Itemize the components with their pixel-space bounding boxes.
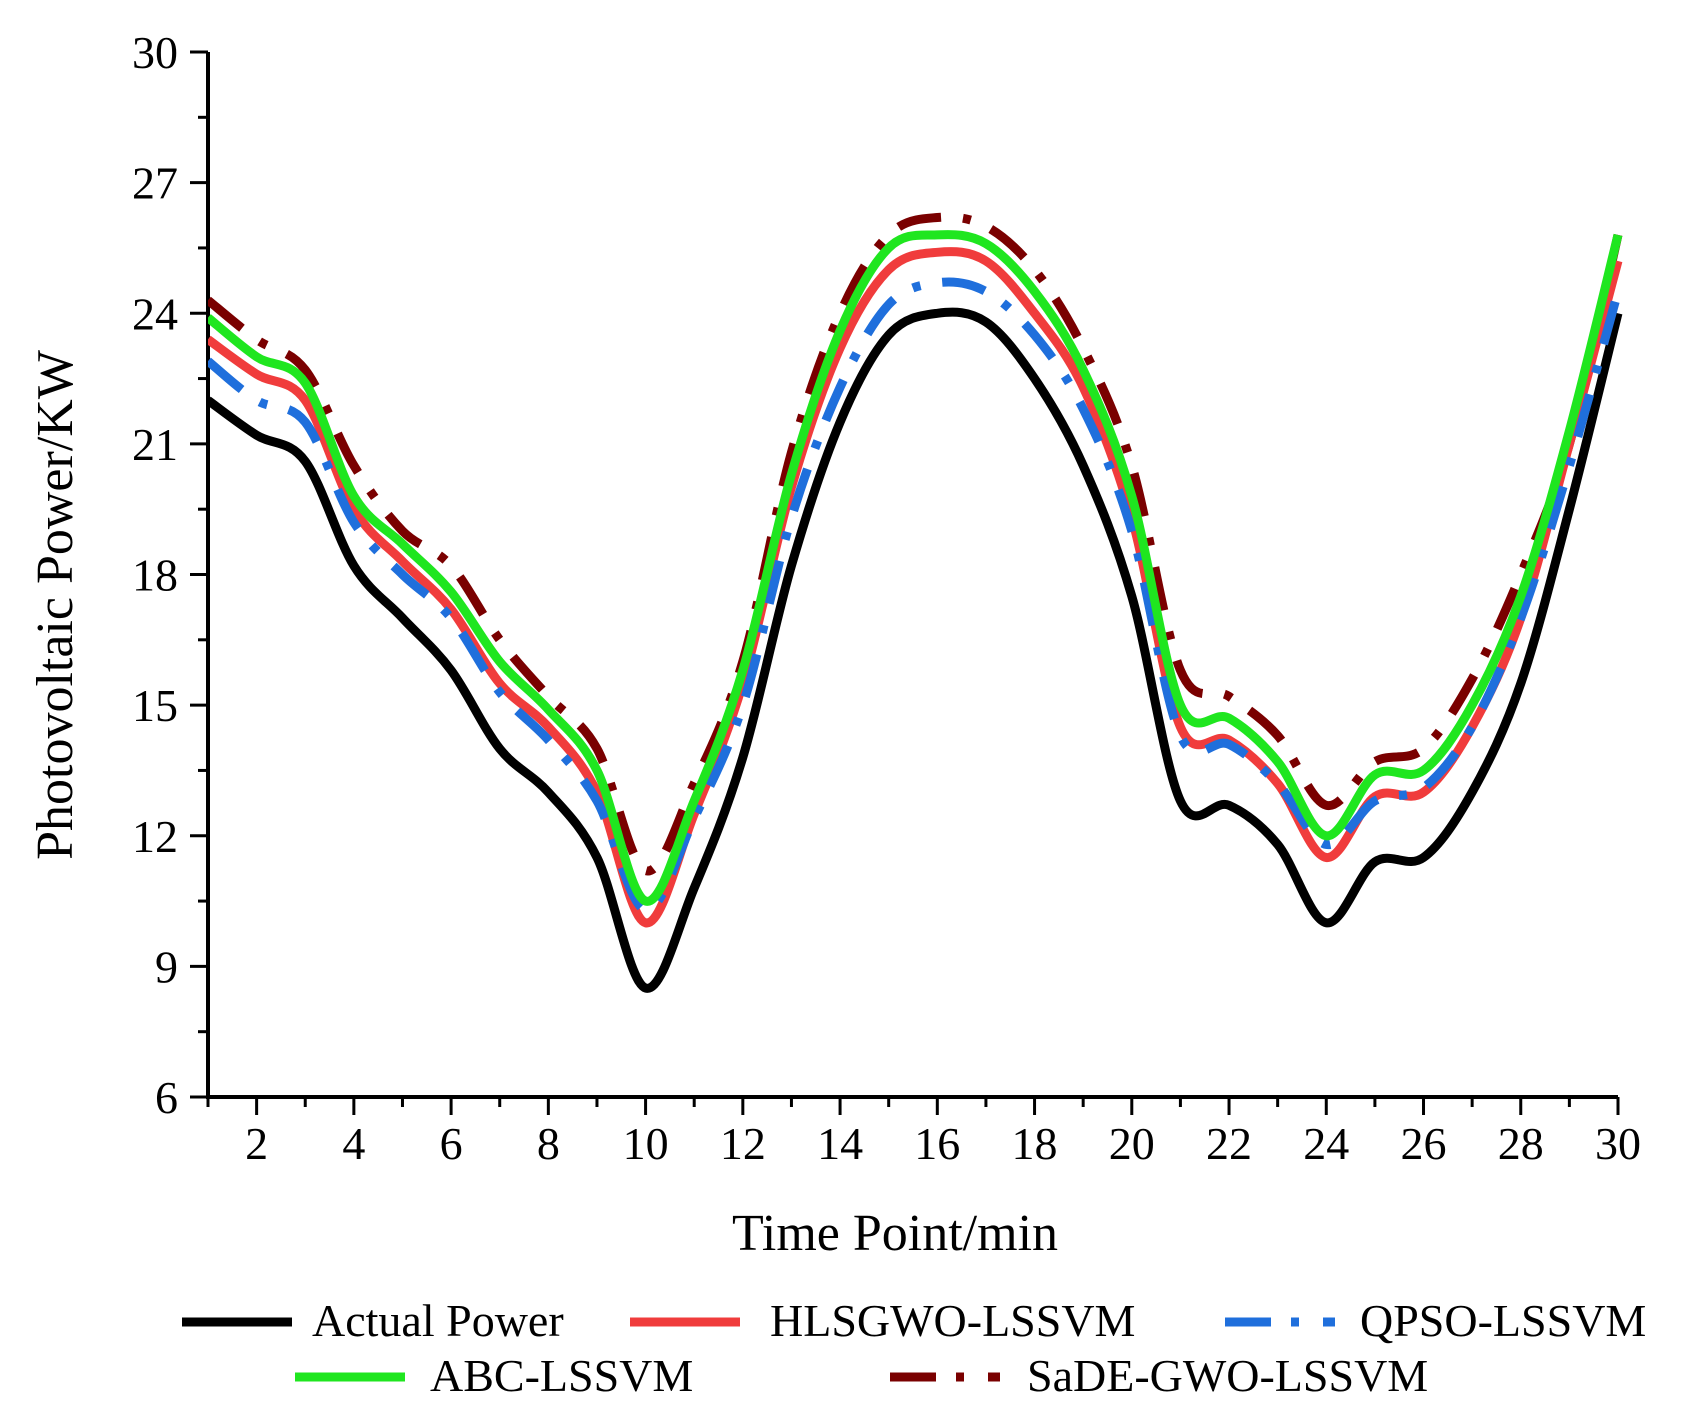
series-line-sade-gwo-lssvm bbox=[208, 212, 1623, 876]
y-tick-label: 18 bbox=[132, 550, 178, 601]
x-tick-label: 8 bbox=[537, 1118, 560, 1169]
legend: Actual Power HLSGWO-LSSVM QPSO-LSSVM ABC-LS… bbox=[182, 1295, 1646, 1401]
x-tick-label: 28 bbox=[1498, 1118, 1544, 1169]
legend-label: HLSGWO-LSSVM bbox=[770, 1295, 1135, 1346]
x-tick-label: 4 bbox=[342, 1118, 365, 1169]
x-tick-label: 14 bbox=[817, 1118, 863, 1169]
y-tick-label: 21 bbox=[132, 419, 178, 470]
x-tick-label: 24 bbox=[1303, 1118, 1349, 1169]
y-tick-label: 9 bbox=[155, 941, 178, 992]
x-tick-label: 12 bbox=[720, 1118, 766, 1169]
x-tick-label: 6 bbox=[440, 1118, 463, 1169]
y-tick-label: 15 bbox=[132, 680, 178, 731]
x-tick-label: 26 bbox=[1401, 1118, 1447, 1169]
legend-label: ABC-LSSVM bbox=[430, 1350, 693, 1401]
series-line-abc-lssvm bbox=[208, 230, 1623, 906]
y-axis-title: Photovoltaic Power/KW bbox=[27, 350, 84, 860]
series-lines bbox=[208, 212, 1623, 993]
series-line-actual-power bbox=[208, 307, 1623, 993]
x-tick-label: 30 bbox=[1595, 1118, 1641, 1169]
y-tick-label: 12 bbox=[132, 811, 178, 862]
y-tick-label: 27 bbox=[132, 158, 178, 209]
legend-label: SaDE-GWO-LSSVM bbox=[1027, 1350, 1428, 1401]
legend-label: QPSO-LSSVM bbox=[1360, 1295, 1646, 1346]
x-tick-label: 2 bbox=[245, 1118, 268, 1169]
x-tick-label: 18 bbox=[1012, 1118, 1058, 1169]
legend-label: Actual Power bbox=[312, 1295, 564, 1346]
x-tick-label: 16 bbox=[914, 1118, 960, 1169]
y-tick-label: 30 bbox=[132, 27, 178, 78]
y-tick-label: 6 bbox=[155, 1072, 178, 1123]
y-tick-label: 24 bbox=[132, 288, 178, 339]
series-line-qpso-lssvm bbox=[208, 277, 1623, 915]
x-axis-title: Time Point/min bbox=[732, 1205, 1058, 1262]
x-tick-label: 10 bbox=[623, 1118, 669, 1169]
x-tick-label: 22 bbox=[1206, 1118, 1252, 1169]
x-tick-label: 20 bbox=[1109, 1118, 1155, 1169]
